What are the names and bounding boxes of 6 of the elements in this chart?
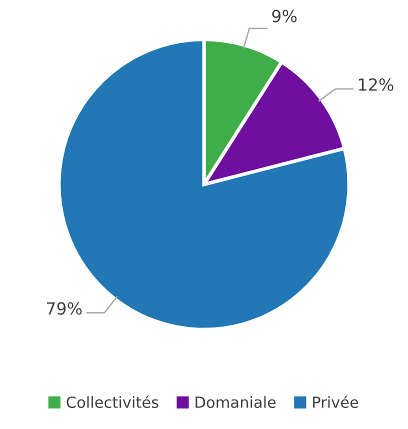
legend-label: Collectivités <box>66 396 158 408</box>
legend-label: Domaniale <box>196 396 276 408</box>
data-label: 12% <box>359 78 394 91</box>
legend-label: Privée <box>313 396 358 408</box>
data-label: 79% <box>46 302 82 315</box>
data-label: 9% <box>272 10 297 22</box>
